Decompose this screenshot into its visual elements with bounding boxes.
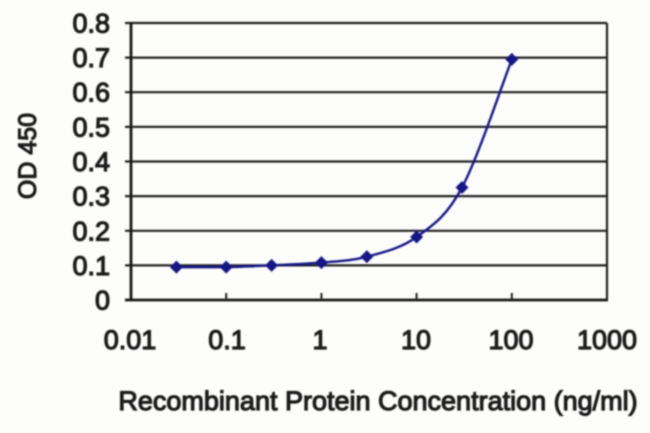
svg-text:0.8: 0.8 (72, 9, 110, 39)
svg-text:0: 0 (95, 286, 110, 316)
svg-text:0.1: 0.1 (208, 325, 246, 355)
svg-text:0.01: 0.01 (104, 325, 157, 355)
svg-text:0.4: 0.4 (72, 147, 110, 177)
svg-text:Recombinant Protein Concentrat: Recombinant Protein Concentration (ng/ml… (118, 386, 637, 416)
svg-text:1000: 1000 (577, 325, 637, 355)
svg-text:0.6: 0.6 (72, 78, 110, 108)
svg-text:0.2: 0.2 (72, 216, 110, 246)
svg-text:0.7: 0.7 (72, 43, 110, 73)
svg-text:0.5: 0.5 (72, 112, 110, 142)
svg-text:10: 10 (401, 325, 431, 355)
svg-text:0.3: 0.3 (72, 182, 110, 212)
svg-text:0.1: 0.1 (72, 251, 110, 281)
svg-text:1: 1 (312, 325, 327, 355)
svg-text:OD 450: OD 450 (14, 113, 42, 199)
svg-text:100: 100 (488, 325, 533, 355)
